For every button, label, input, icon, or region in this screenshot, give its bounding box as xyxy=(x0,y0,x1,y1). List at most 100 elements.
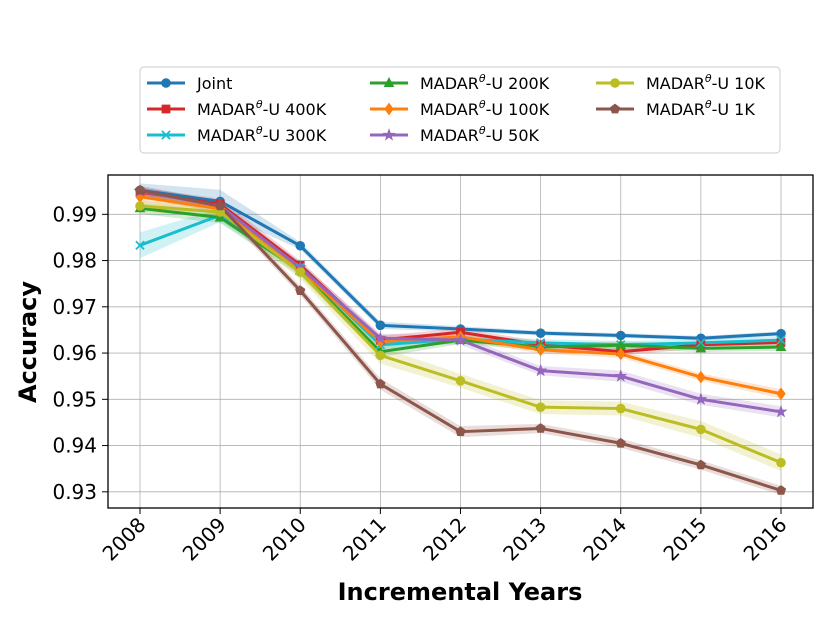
x-axis-label: Incremental Years xyxy=(338,578,583,606)
x-axis-ticks: 2008 2009 2010 2011 2012 2013 2014 2015 2016 xyxy=(98,508,792,566)
legend-label-superscript: θ xyxy=(479,124,486,137)
legend-label-madar-u-100k: MADARθ-U 100K xyxy=(420,98,550,119)
legend-label-base: MADAR xyxy=(646,100,705,119)
x-tick-label: 2015 xyxy=(658,513,711,566)
legend-label-superscript: θ xyxy=(705,98,712,111)
data-point-madar-u-50k xyxy=(453,333,468,346)
y-tick-label: 0.99 xyxy=(52,202,97,226)
y-axis-ticks: 0.93 0.94 0.95 0.96 0.97 0.98 0.99 xyxy=(52,202,108,504)
data-point-madar-u-10k xyxy=(455,376,466,386)
legend-label-base: MADAR xyxy=(197,126,256,145)
data-point-madar-u-10k xyxy=(696,424,706,435)
legend-marker-madar-u-1k xyxy=(609,103,621,114)
legend-label-suffix: -U 50K xyxy=(486,126,540,145)
legend-label-suffix: -U 200K xyxy=(486,74,550,93)
legend-marker-joint xyxy=(161,78,171,88)
y-tick-label: 0.93 xyxy=(52,480,97,504)
data-point-madar-u-10k xyxy=(375,350,386,361)
data-point-madar-u-200k xyxy=(695,342,707,353)
x-tick-label: 2012 xyxy=(418,513,471,566)
legend-label-base: MADAR xyxy=(420,126,479,145)
legend-label-superscript: θ xyxy=(705,72,712,85)
legend-label-base: MADAR xyxy=(420,100,479,119)
legend-label-madar-u-400k: MADARθ-U 400K xyxy=(197,98,327,119)
data-point-madar-u-100k xyxy=(616,347,626,361)
data-point-madar-u-10k xyxy=(135,201,145,211)
legend-marker-madar-u-400k xyxy=(161,104,171,114)
legend-box xyxy=(139,66,781,154)
data-point-madar-u-1k xyxy=(295,285,306,295)
data-point-joint xyxy=(295,240,306,251)
legend-label-madar-u-10k: MADARθ-U 10K xyxy=(646,72,766,93)
data-point-madar-u-1k xyxy=(615,437,626,448)
data-point-madar-u-200k xyxy=(775,341,787,351)
legend-label-base: MADAR xyxy=(197,100,256,119)
y-tick-label: 0.94 xyxy=(52,434,97,458)
x-tick-label: 2010 xyxy=(258,513,311,566)
data-point-madar-u-10k xyxy=(776,457,786,468)
data-point-madar-u-1k xyxy=(535,423,546,433)
legend-label-suffix: -U 100K xyxy=(486,100,550,119)
data-point-madar-u-50k xyxy=(373,331,387,344)
legend-marker-madar-u-200k xyxy=(383,77,395,87)
data-point-joint xyxy=(375,320,386,331)
x-tick-label: 2016 xyxy=(739,513,792,566)
legend-label-base: Joint xyxy=(196,74,232,93)
legend-label-suffix: -U 300K xyxy=(263,126,327,145)
x-tick-label: 2011 xyxy=(338,513,391,566)
data-point-joint xyxy=(776,328,786,339)
data-point-madar-u-1k xyxy=(775,485,787,495)
legend-label-joint: Joint xyxy=(196,74,232,93)
legend-label-superscript: θ xyxy=(479,98,486,111)
data-point-madar-u-1k xyxy=(375,378,386,389)
y-axis-label: Accuracy xyxy=(14,281,42,403)
legend-label-suffix: -U 1K xyxy=(712,100,756,119)
legend-label-madar-u-200k: MADARθ-U 200K xyxy=(420,72,550,93)
legend-marker-madar-u-100k xyxy=(384,102,394,116)
data-point-madar-u-300k xyxy=(135,240,145,251)
data-point-madar-u-50k xyxy=(614,369,628,382)
y-tick-label: 0.96 xyxy=(52,341,97,365)
data-point-madar-u-100k xyxy=(696,370,706,384)
legend-marker-madar-u-50k xyxy=(382,128,396,141)
y-tick-label: 0.95 xyxy=(52,387,97,411)
legend-label-madar-u-300k: MADARθ-U 300K xyxy=(197,124,327,145)
x-tick-label: 2013 xyxy=(498,513,551,566)
legend-label-base: MADAR xyxy=(646,74,705,93)
data-point-madar-u-50k xyxy=(534,363,548,377)
data-point-madar-u-50k xyxy=(694,392,708,405)
legend-label-superscript: θ xyxy=(479,72,486,85)
data-point-madar-u-1k xyxy=(455,426,466,437)
legend-marker-madar-u-300k xyxy=(161,130,171,140)
legend-label-suffix: -U 400K xyxy=(263,100,327,119)
x-tick-label: 2009 xyxy=(178,513,231,566)
legend-label-suffix: -U 10K xyxy=(712,74,766,93)
data-point-madar-u-100k xyxy=(776,387,786,401)
legend-label-madar-u-1k: MADARθ-U 1K xyxy=(646,98,755,119)
data-point-madar-u-10k xyxy=(295,267,306,277)
legend-marker-madar-u-10k xyxy=(610,78,620,88)
data-point-madar-u-300k xyxy=(776,335,786,345)
data-point-madar-u-1k xyxy=(695,459,706,470)
data-point-madar-u-50k xyxy=(774,404,788,418)
series-markers xyxy=(133,184,788,495)
legend-label-superscript: θ xyxy=(256,124,263,137)
legend-label-superscript: θ xyxy=(256,98,263,111)
data-point-madar-u-10k xyxy=(535,402,546,412)
y-tick-label: 0.97 xyxy=(52,295,97,319)
data-point-joint xyxy=(535,328,546,338)
data-point-madar-u-100k xyxy=(535,343,546,357)
data-point-joint xyxy=(615,330,626,341)
data-point-madar-u-1k xyxy=(134,184,146,195)
x-tick-label: 2014 xyxy=(578,513,631,566)
legend-label-madar-u-50k: MADARθ-U 50K xyxy=(420,124,540,145)
x-tick-label: 2008 xyxy=(98,513,151,566)
band-madar-u-200k xyxy=(140,202,781,358)
y-tick-label: 0.98 xyxy=(52,249,97,273)
legend-label-base: MADAR xyxy=(420,74,479,93)
data-point-madar-u-10k xyxy=(615,403,626,414)
data-point-madar-u-1k xyxy=(215,200,226,211)
